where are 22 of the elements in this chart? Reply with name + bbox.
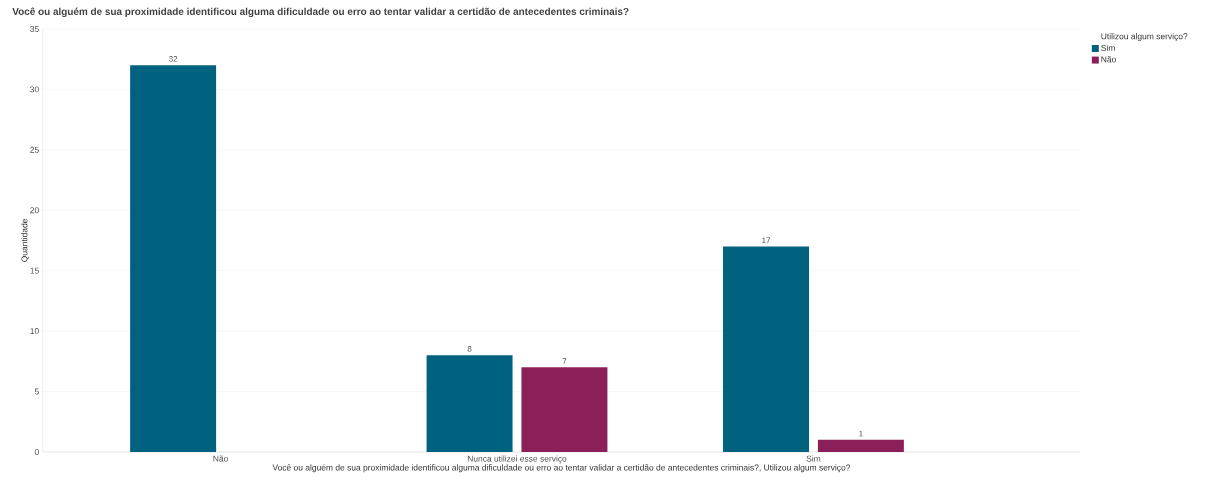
x-tick-label: Nunca utilizei esse serviço [467, 455, 567, 464]
y-tick-label: 35 [30, 26, 39, 32]
y-tick-label: 5 [34, 388, 39, 395]
y-tick-label: 30 [30, 86, 39, 93]
y-tick-label: 0 [34, 449, 39, 455]
x-tick-label: Não [213, 455, 228, 462]
legend-label: Não [1101, 56, 1116, 63]
y-tick-label: 25 [30, 146, 39, 153]
legend-label: Sim [1101, 44, 1115, 51]
y-axis-title: Quantidade [21, 219, 29, 262]
bar [426, 355, 513, 453]
legend-title: Utilizou algum serviço? [1101, 33, 1188, 42]
chart-title: Você ou alguém de sua proximidade identificou alguma dificuldade ou erro ao tentar validar a certidão de antecedentes criminais? [12, 7, 629, 18]
x-tick-label: Sim [806, 455, 821, 462]
bar [130, 65, 217, 453]
y-tick-label: 10 [30, 328, 39, 335]
bar [521, 367, 608, 453]
y-tick-label: 20 [30, 207, 39, 214]
bar [817, 439, 904, 453]
y-tick-label: 15 [30, 267, 39, 274]
x-axis-title: Você ou alguém de sua proximidade identificou alguma dificuldade ou erro ao tentar validar a certidão de antecedentes criminais?, Utilizou algum serviço? [272, 464, 851, 473]
bar [723, 246, 810, 453]
